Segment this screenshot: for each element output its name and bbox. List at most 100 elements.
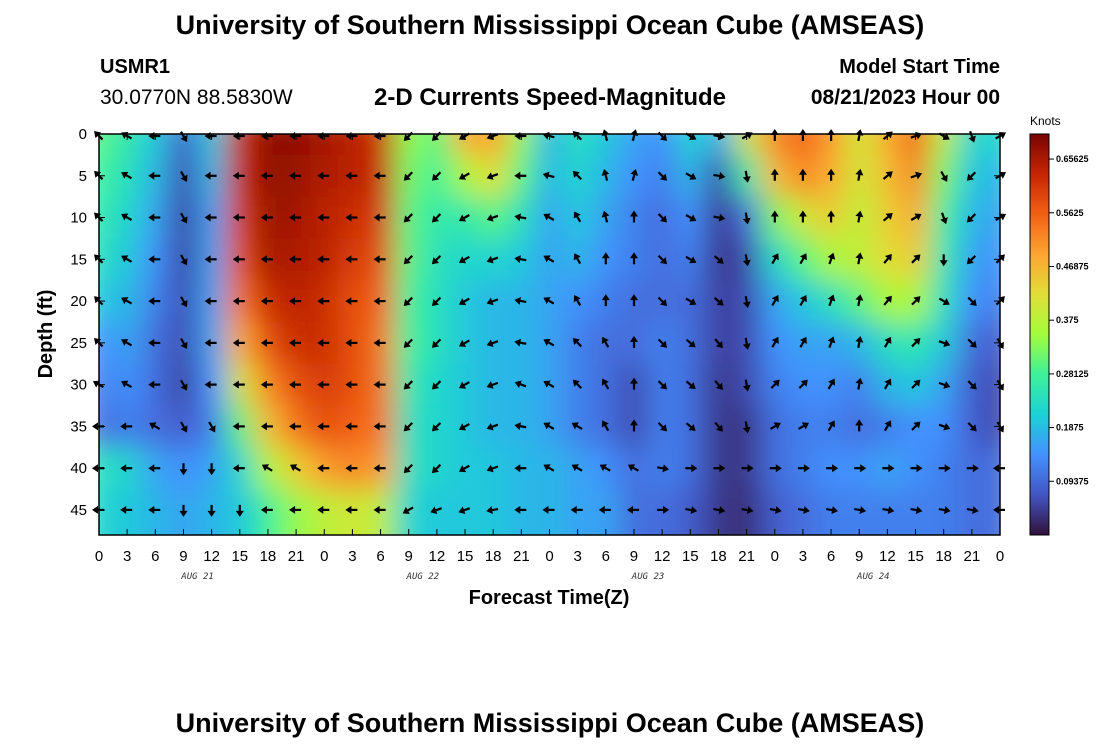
current-arrow [373,297,386,306]
heatmap-cell [535,489,565,535]
heatmap-cell [479,489,509,535]
heatmap-cell [985,322,1000,365]
current-arrow [317,422,330,431]
current-arrow [486,214,499,222]
current-arrow [742,170,751,183]
heatmap-cell [338,134,368,156]
heatmap-cell [845,489,875,535]
x-tick-label: 21 [513,548,530,565]
current-arrow [742,254,751,267]
x-tick-label: 9 [855,548,863,565]
colorbar-tick-label: 0.28125 [1056,369,1089,379]
current-arrow [571,464,583,472]
current-arrow [148,380,161,389]
y-tick-label: 25 [70,335,87,352]
current-arrow [317,297,330,306]
current-arrow [571,422,583,430]
current-arrow [771,253,779,265]
current-arrow [770,168,779,181]
current-arrow [910,171,923,180]
current-arrow [289,422,302,431]
current-arrow [317,213,330,222]
current-arrow [911,254,921,264]
current-arrow [204,213,217,222]
heatmap-cell [985,363,1000,407]
colorbar-gradient [1029,133,1050,536]
x-tick-label: 9 [630,548,638,565]
current-arrow [458,172,470,180]
heatmap-cell [929,134,959,156]
current-arrow [827,378,836,390]
current-arrow [260,171,273,180]
current-arrow [967,338,977,348]
day-label: AUG 21 [180,572,214,582]
current-arrow [769,464,782,473]
current-arrow [855,294,864,307]
current-arrow [911,337,921,348]
current-arrow [713,255,724,264]
current-arrow [121,380,133,389]
current-arrow [799,295,807,306]
x-tick-label: 0 [996,548,1004,565]
current-arrow [514,464,527,473]
heatmap-cell [817,489,847,535]
current-arrow [882,131,893,141]
current-arrow [798,379,808,389]
current-arrow [232,338,245,347]
current-arrow [204,297,217,306]
current-arrow [514,296,527,305]
current-arrow [883,378,892,390]
current-arrow [345,213,358,222]
current-arrow [685,506,698,515]
current-arrow [741,464,754,473]
y-tick-label: 15 [70,251,87,268]
heatmap-cell [619,489,650,535]
current-arrow [825,506,838,515]
current-arrow [403,296,414,307]
current-arrow [232,255,245,264]
heatmap-cell [282,489,312,535]
current-arrow [403,213,414,223]
current-arrow [967,380,977,390]
current-arrow [373,422,386,431]
current-arrow [121,297,133,305]
x-tick-label: 21 [964,548,981,565]
y-tick-label: 0 [79,126,87,143]
y-tick-label: 30 [70,377,87,394]
current-arrow [855,210,864,223]
heatmap-cell [732,134,762,156]
current-arrow [121,255,133,263]
current-arrow [742,421,751,434]
footer-title: University of Southern Mississippi Ocean… [175,708,925,738]
current-arrow [317,505,330,514]
current-arrow [771,295,779,306]
current-arrow [289,297,302,306]
heatmap-cell [760,489,790,535]
current-arrow [232,422,245,431]
heatmap-cell [394,134,424,156]
x-tick-label: 15 [231,548,248,565]
heatmap-cell [563,489,593,535]
heatmap-cell [676,489,706,535]
current-arrow [855,336,864,349]
x-tick-label: 12 [654,548,671,565]
current-arrow [403,380,414,390]
current-arrow [630,377,638,390]
heatmap-cell [507,489,537,535]
current-arrow [601,252,610,265]
current-arrow [799,253,807,265]
current-arrow [630,252,638,265]
current-arrow [403,338,414,348]
heatmap-cell [310,489,340,535]
day-label: AUG 23 [631,572,665,582]
current-arrow [345,422,358,431]
current-arrow [486,172,499,180]
current-arrow [713,506,726,515]
current-arrow [180,421,188,433]
current-arrow [486,255,499,264]
current-arrow [883,420,892,432]
current-arrow [373,255,386,264]
heatmap-cell [225,134,255,156]
current-arrow [260,255,273,264]
current-arrow [180,379,188,391]
